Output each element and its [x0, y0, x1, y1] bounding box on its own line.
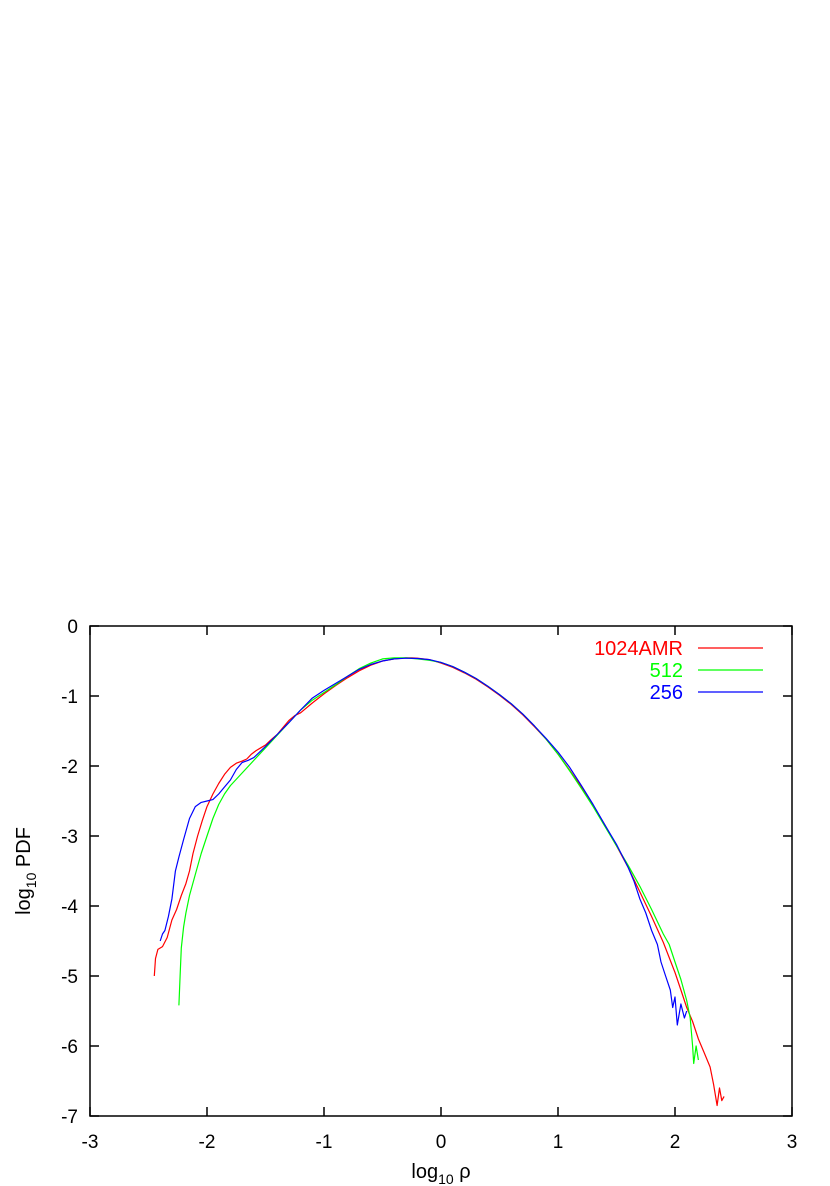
y-tick-label: -5	[61, 967, 78, 988]
y-axis-label-sub: 10	[23, 872, 39, 888]
x-axis-label-tail: ρ	[454, 1161, 471, 1183]
y-tick-label: -1	[61, 687, 78, 708]
y-axis-label-tail: PDF	[13, 827, 35, 873]
legend-label-256: 256	[650, 682, 683, 704]
y-tick-label: 0	[67, 617, 78, 638]
x-tick-label: 1	[553, 1132, 564, 1153]
ticks-group: -3 -2 -1 0 1 2 3 0 -1 -2 -3 -4 -5 -6 -7	[61, 617, 797, 1153]
x-tick-label: 2	[670, 1132, 681, 1153]
x-tick-label: -1	[316, 1132, 333, 1153]
x-axis-label-base: log	[411, 1161, 438, 1183]
y-tick-label: -6	[61, 1037, 78, 1058]
y-tick-label: -3	[61, 827, 78, 848]
x-tick-label: 3	[787, 1132, 798, 1153]
x-tick-label: -3	[82, 1132, 99, 1153]
x-tick-label: 0	[436, 1132, 447, 1153]
legend-label-512: 512	[650, 660, 683, 682]
y-axis-label-base: log	[13, 888, 35, 915]
y-tick-label: -4	[61, 897, 78, 918]
y-axis-label: log10 PDF	[13, 827, 39, 915]
y-tick-label: -7	[61, 1107, 78, 1128]
x-axis-label-sub: 10	[438, 1171, 454, 1186]
series-group	[153, 657, 725, 1107]
x-tick-label: -2	[199, 1132, 216, 1153]
series-line-512	[178, 657, 699, 1065]
x-axis-label: log10 ρ	[411, 1161, 470, 1186]
legend-label-1024AMR: 1024AMR	[594, 638, 683, 660]
series-line-256	[159, 657, 688, 1026]
y-tick-label: -2	[61, 757, 78, 778]
